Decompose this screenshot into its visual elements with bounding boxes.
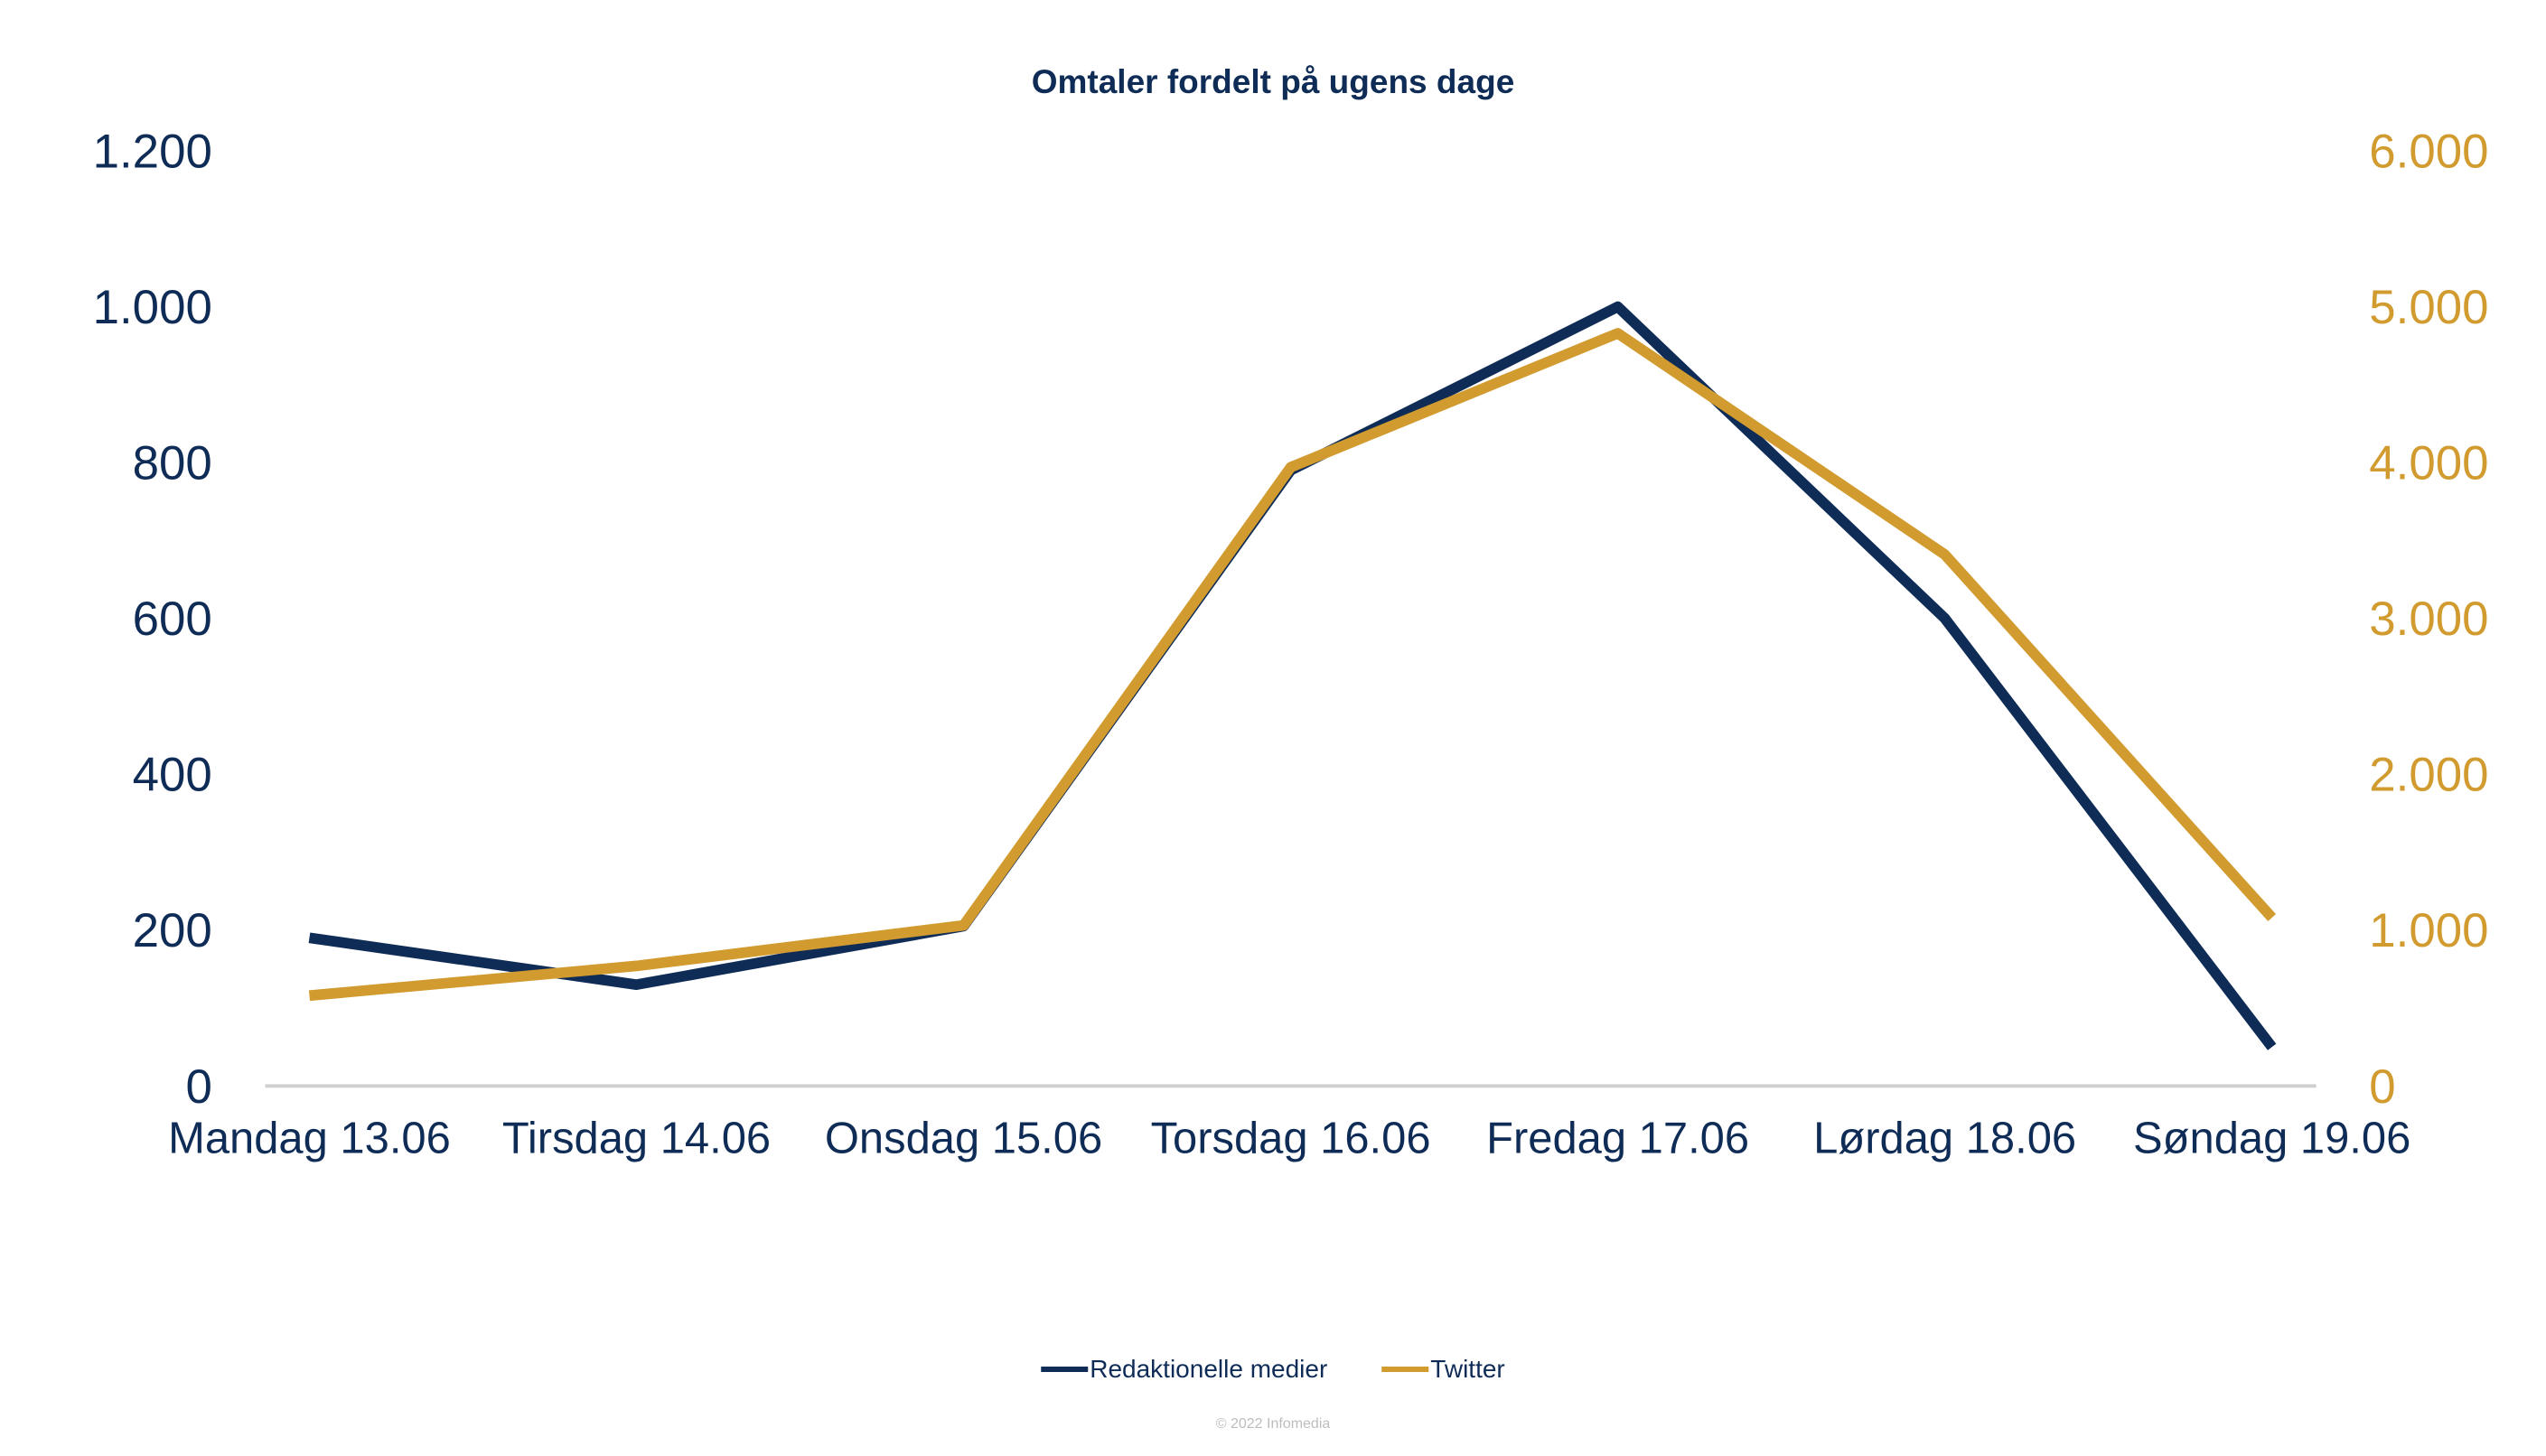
copyright: © 2022 Infomedia: [1216, 1416, 1331, 1433]
chart-svg: 0 200 400 600 800 1.000 1.200 0 1.000 2.000 3.000 4…: [0, 0, 2546, 1456]
right-axis-tick-label: 1.000: [2369, 904, 2488, 957]
left-axis-tick-label: 400: [133, 749, 212, 802]
series-line: [309, 307, 2271, 1048]
category-label: Mandag 13.06: [168, 1115, 451, 1163]
right-axis-tick-label: 0: [2369, 1060, 2395, 1114]
left-axis-tick-label: 1.200: [93, 126, 212, 179]
chart-container: 0 200 400 600 800 1.000 1.200 0 1.000 2.000 3.000 4…: [0, 0, 2546, 1456]
legend-swatch: [1381, 1367, 1428, 1372]
right-axis-tick-label: 2.000: [2369, 749, 2488, 802]
category-label: Fredag 17.06: [1486, 1115, 1749, 1163]
category-label: Onsdag 15.06: [825, 1115, 1102, 1163]
right-axis-tick-label: 5.000: [2369, 281, 2488, 334]
left-axis-tick-label: 600: [133, 593, 212, 646]
category-label: Søndag 19.06: [2133, 1115, 2410, 1163]
left-axis-tick-label: 1.000: [93, 281, 212, 334]
left-axis-tick-label: 800: [133, 437, 212, 490]
category-label: Tirsdag 14.06: [502, 1115, 771, 1163]
right-axis-tick-label: 4.000: [2369, 437, 2488, 490]
legend-label: Redaktionelle medier: [1090, 1355, 1327, 1384]
left-axis-tick-label: 200: [133, 904, 212, 957]
category-label: Torsdag 16.06: [1151, 1115, 1431, 1163]
legend-item: Redaktionelle medier: [1041, 1355, 1327, 1384]
chart-title: Omtaler fordelt på ugens dage: [1032, 63, 1515, 101]
category-label: Lørdag 18.06: [1813, 1115, 2076, 1163]
right-axis-tick-label: 6.000: [2369, 126, 2488, 179]
right-axis-tick-label: 3.000: [2369, 593, 2488, 646]
legend-label: Twitter: [1430, 1355, 1504, 1384]
legend: Redaktionelle medier Twitter: [1041, 1355, 1505, 1384]
legend-item: Twitter: [1381, 1355, 1504, 1384]
legend-swatch: [1041, 1367, 1088, 1372]
left-axis-tick-label: 0: [185, 1060, 211, 1114]
